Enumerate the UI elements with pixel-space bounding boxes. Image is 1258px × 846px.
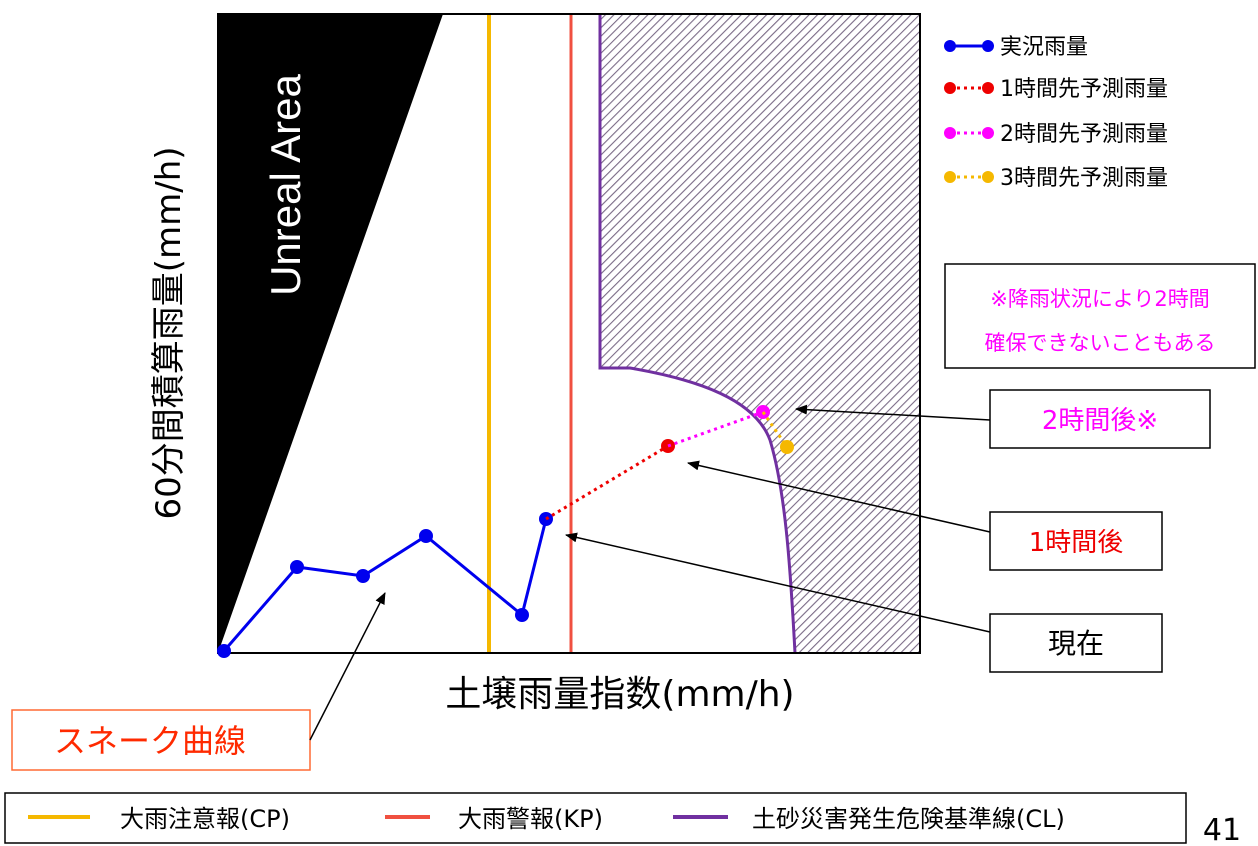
- plot-frame: [217, 13, 921, 654]
- callout-1h-box: [989, 511, 1163, 571]
- actual-point: [419, 529, 433, 543]
- note-line1: ※降雨状況により2時間: [990, 287, 1210, 311]
- unreal-area-label: Unreal Area: [262, 73, 309, 295]
- series-legend: 実況雨量 1時間先予測雨量 2時間先予測雨量 3時間先予測雨量: [944, 35, 1168, 191]
- y-axis-label: 60分間積算雨量(mm/h): [149, 146, 189, 519]
- cl-line: [598, 14, 797, 654]
- legend-actual: 実況雨量: [1000, 35, 1088, 60]
- arrow-now: [565, 532, 991, 633]
- x-axis-label: 土壌雨量指数(mm/h): [445, 674, 794, 715]
- callout-now-box: [989, 613, 1163, 673]
- legend-3h: 3時間先予測雨量: [1000, 166, 1168, 191]
- callout-1h-label: 1時間後: [1029, 528, 1124, 558]
- legend-2h: 2時間先予測雨量: [1000, 122, 1168, 147]
- actual-point: [290, 560, 304, 574]
- callout-snake-label: スネーク曲線: [54, 722, 246, 760]
- callout-2h-label: 2時間後※: [1042, 406, 1158, 436]
- line-legend-box: [4, 792, 1187, 844]
- callout-snake-box: [11, 709, 311, 771]
- callout-2h-box: [989, 389, 1211, 449]
- legend-1h: 1時間先予測雨量: [1000, 77, 1168, 102]
- actual-point: [217, 644, 231, 658]
- legend-cl: 土砂災害発生危険基準線(CL): [752, 805, 1065, 833]
- arrow-1h: [687, 460, 991, 533]
- arrow-snake: [309, 592, 386, 741]
- actual-point: [356, 569, 370, 583]
- forecast-1h-line: [545, 444, 669, 521]
- arrow-2h: [795, 404, 991, 421]
- forecast-2h-line: [667, 410, 764, 448]
- actual-point: [515, 608, 529, 622]
- danger-region: [600, 14, 920, 653]
- unreal-area: [218, 14, 443, 653]
- legend-cp: 大雨注意報(CP): [120, 805, 290, 833]
- note-box: [944, 263, 1256, 369]
- legend-kp: 大雨警報(KP): [458, 805, 603, 833]
- actual-rainfall-line: [222, 518, 548, 652]
- forecast-3h-point: [780, 440, 794, 454]
- callout-now-label: 現在: [1048, 627, 1104, 660]
- page-number: 41: [1203, 813, 1241, 846]
- note-line2: 確保できないこともある: [985, 331, 1216, 355]
- forecast-3h-line: [761, 411, 789, 448]
